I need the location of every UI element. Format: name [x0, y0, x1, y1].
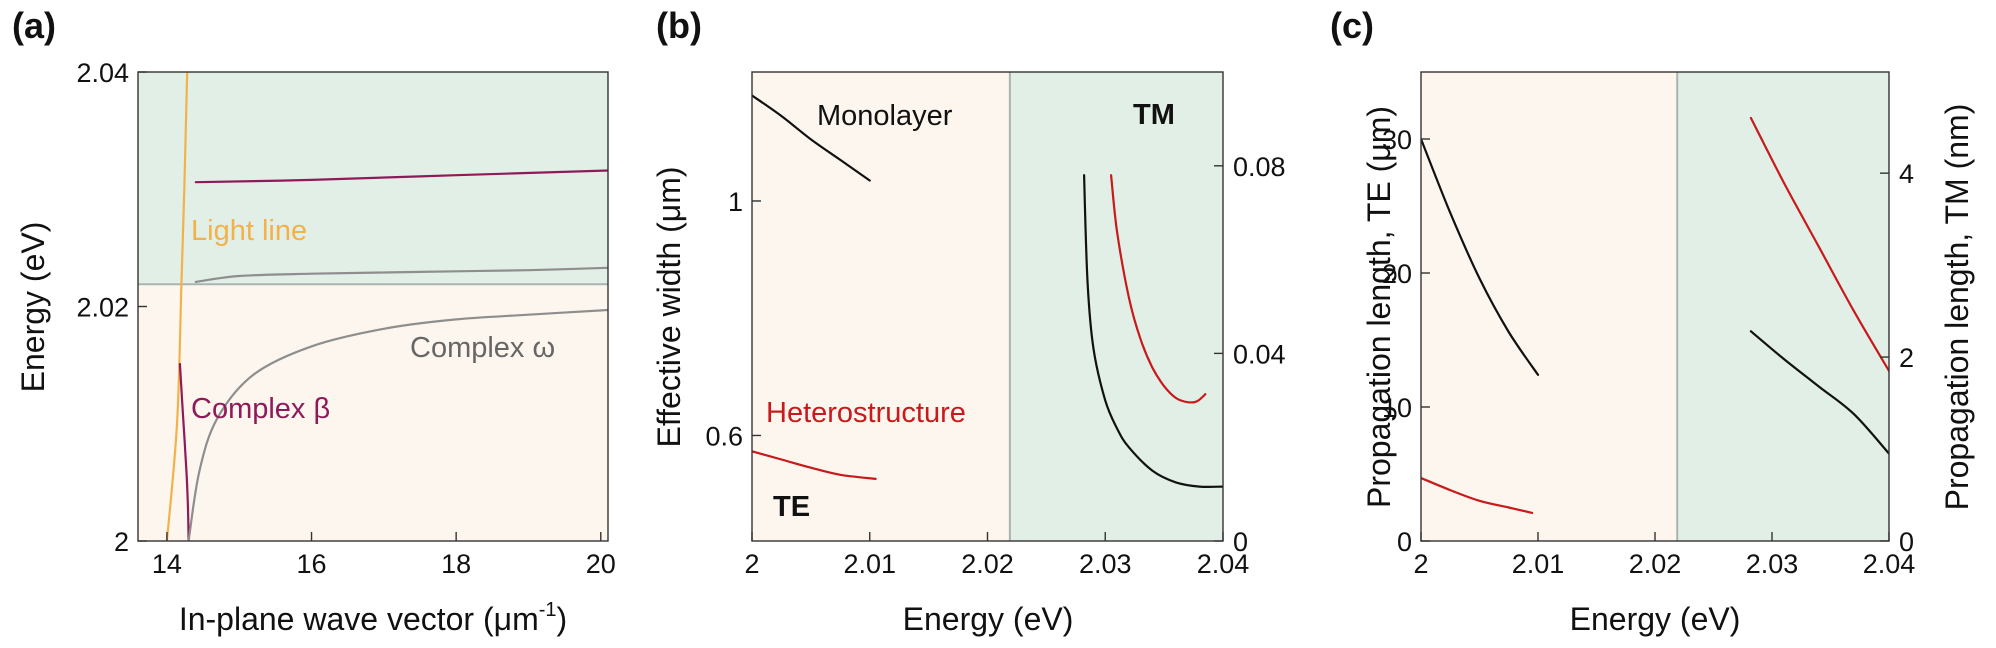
x-axis-label: Energy (eV): [903, 601, 1074, 637]
series-monolayer-te: [1421, 137, 1540, 376]
panel-b: (b) 2 2.01 2.02 2.03 2.04 0.6 1 0 0.04 0.08 Monol…: [651, 5, 1286, 637]
x-axis-label: Energy (eV): [1570, 601, 1741, 637]
x-tick-label: 16: [297, 549, 327, 579]
te-region: [1421, 72, 1678, 541]
y2-tick-label: 0.04: [1233, 339, 1286, 369]
y-tick-label: 2: [114, 527, 129, 557]
x-tick-label: 2.03: [1079, 549, 1132, 579]
x-tick-label: 18: [441, 549, 471, 579]
y-tick-label: 2.02: [76, 293, 129, 323]
x-tick-label: 2.02: [961, 549, 1014, 579]
complex-omega-label: Complex ω: [410, 332, 555, 364]
te-region: [138, 284, 608, 541]
series-complex-beta-lower: [178, 362, 190, 541]
y-tick-label: 2.04: [76, 58, 129, 88]
series-heterostructure-tm: [1110, 174, 1207, 404]
y-tick-label: 0: [1397, 527, 1412, 557]
x-tick-label: 2.04: [1863, 549, 1916, 579]
x-tick-label: 2: [744, 549, 759, 579]
series-complex-omega-upper: [194, 266, 608, 283]
x-axis-label-close: ): [557, 601, 568, 637]
tm-region: [1009, 72, 1223, 541]
series-complex-omega-lower: [187, 308, 608, 541]
x-tick-label: 2: [1413, 549, 1428, 579]
axis-ticks: 14 16 18 20 2 2.02 2.04: [76, 58, 615, 579]
te-label: TE: [773, 491, 810, 523]
x-tick-label: 14: [152, 549, 182, 579]
series-heterostructure-te: [1421, 476, 1534, 514]
y2-tick-label: 2: [1899, 343, 1914, 373]
y-tick-label: 0.6: [705, 421, 743, 451]
x-tick-label: 2.01: [1512, 549, 1565, 579]
y2-axis-label: Propagation length, TM (nm): [1939, 104, 1975, 511]
x-axis-label-text: In-plane wave vector (μm: [179, 601, 539, 637]
panel-b-label: (b): [656, 5, 702, 46]
axis-ticks: 2 2.01 2.02 2.03 2.04 0.6 1 0 0.04 0.08: [705, 152, 1285, 579]
y-tick-label: 30: [1382, 125, 1412, 155]
series-monolayer-tm: [1749, 330, 1889, 455]
y-tick-label: 1: [728, 187, 743, 217]
heterostructure-label: Heterostructure: [766, 397, 966, 429]
y-tick-label: 20: [1382, 259, 1412, 289]
series-group: [165, 72, 608, 541]
series-heterostructure-tm: [1749, 116, 1889, 372]
y-axis-label: Propagation length, TE (μm): [1361, 106, 1397, 508]
complex-beta-label: Complex β: [191, 393, 330, 425]
x-tick-label: 2.03: [1746, 549, 1799, 579]
te-region: [752, 72, 1010, 541]
series-heterostructure-te: [752, 450, 877, 480]
x-axis-label-sup: -1: [539, 599, 557, 621]
series-monolayer-te: [752, 94, 871, 182]
x-tick-label: 20: [586, 549, 616, 579]
y-axis-label: Effective width (μm): [651, 166, 687, 447]
y2-tick-label: 4: [1899, 159, 1914, 189]
series-group: [752, 94, 1223, 489]
light-line-label: Light line: [191, 215, 307, 247]
series-light-line: [165, 72, 189, 541]
x-tick-label: 2.01: [843, 549, 896, 579]
monolayer-label: Monolayer: [817, 100, 953, 132]
y2-tick-label: 0: [1233, 527, 1248, 557]
y-tick-label: 10: [1382, 393, 1412, 423]
series-complex-beta-upper: [194, 169, 608, 184]
tm-label: TM: [1133, 99, 1175, 131]
x-tick-label: 2.04: [1197, 549, 1250, 579]
panel-a: (a) 14 16 18 20 2 2.02 2.04 Light line Complex…: [12, 5, 616, 637]
y-axis-label: Energy (eV): [15, 222, 51, 393]
panel-c-label: (c): [1330, 5, 1374, 46]
series-monolayer-tm: [1083, 174, 1223, 489]
y2-tick-label: 0.08: [1233, 152, 1286, 182]
y2-tick-label: 0: [1899, 527, 1914, 557]
tm-region: [1677, 72, 1889, 541]
x-axis-label: In-plane wave vector (μm-1): [179, 599, 567, 637]
panel-a-label: (a): [12, 5, 56, 46]
x-tick-label: 2.02: [1629, 549, 1682, 579]
series-group: [1421, 116, 1889, 514]
